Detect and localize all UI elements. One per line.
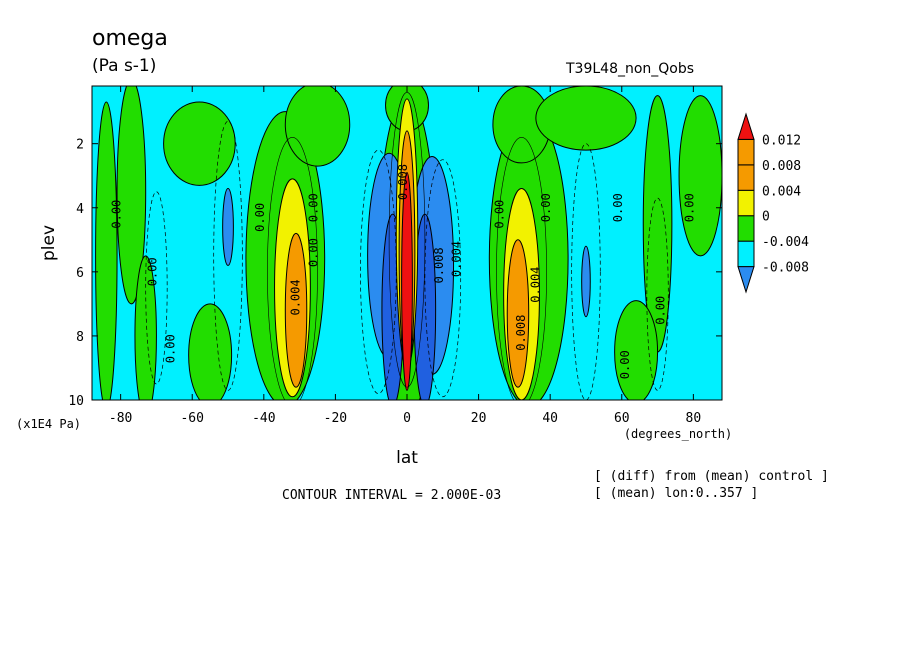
contour-label: 0.00 <box>145 257 159 286</box>
colorbar-segment <box>737 164 755 191</box>
contour-positive <box>388 92 426 388</box>
contour-label: 0.004 <box>289 279 303 315</box>
x-tick-label: -20 <box>324 411 347 426</box>
y-axis-label: plev <box>39 225 59 261</box>
band-orange <box>506 239 530 388</box>
band-green <box>116 86 147 305</box>
contour-label: 0.00 <box>654 296 668 325</box>
band-blue <box>222 188 234 266</box>
contour-positive <box>496 137 547 400</box>
contour-negative <box>571 143 601 400</box>
x-tick-label: -80 <box>109 411 132 426</box>
contour-negative <box>424 159 462 398</box>
contour-negative <box>213 120 243 391</box>
colorbar-segment <box>737 240 755 268</box>
contour-label: 0.00 <box>163 334 177 363</box>
band-red <box>401 172 413 391</box>
contour-label: 0.00 <box>611 193 625 222</box>
band-green <box>535 86 637 151</box>
contour-fill <box>92 86 722 400</box>
contour-negative <box>360 149 397 394</box>
y-tick-label: 8 <box>76 330 84 345</box>
chart-title: omega <box>92 26 168 51</box>
x-tick-label: 40 <box>542 411 558 426</box>
colorbar-label: 0.004 <box>762 184 801 199</box>
band-green <box>614 300 659 400</box>
colorbar-label: 0 <box>762 210 770 225</box>
contour-label: 0.008 <box>432 247 446 283</box>
contour-label: 0.008 <box>396 164 410 200</box>
band-green <box>678 95 722 257</box>
colorbar-segment <box>737 215 755 242</box>
colorbar: 0.012 0.008 0.004 0 -0.004 -0.008 <box>737 112 809 294</box>
contour-label: 0.00 <box>253 203 267 232</box>
x-tick-label: -60 <box>180 411 203 426</box>
contour-label: 0.00 <box>110 200 124 229</box>
x-tick-label: 60 <box>614 411 630 426</box>
contour-interval: CONTOUR INTERVAL = 2.000E-03 <box>282 488 502 503</box>
contour-label: 0.00 <box>618 350 632 379</box>
x-tick-label: -40 <box>252 411 275 426</box>
y-axis-unit: (x1E4 Pa) <box>16 417 81 431</box>
x-axis-label: lat <box>396 448 418 468</box>
y-tick-label: 10 <box>68 394 84 409</box>
x-tick-label: 0 <box>403 411 411 426</box>
contour-negative <box>646 197 669 391</box>
colorbar-label: 0.008 <box>762 159 801 174</box>
axes: -80 -60 -40 -20 0 20 40 60 80 2 4 6 8 10 lat (degrees_n… <box>16 86 732 468</box>
contour-label: 0.00 <box>682 193 696 222</box>
x-tick-label: 80 <box>686 411 702 426</box>
contour-lines <box>145 92 669 400</box>
band-green <box>188 303 233 400</box>
x-axis-unit: (degrees_north) <box>624 427 732 441</box>
run-name: T39L48_non_Qobs <box>566 61 695 77</box>
contour-label: 0.00 <box>307 238 321 267</box>
band-green <box>284 86 351 167</box>
band-green <box>134 255 157 400</box>
contour-label: 0.00 <box>539 193 553 222</box>
colorbar-segment <box>737 266 755 294</box>
contour-label: 0.008 <box>514 315 528 351</box>
contour-label: 0.00 <box>307 193 321 222</box>
contour-label: 0.004 <box>450 241 464 277</box>
band-green <box>95 101 118 400</box>
chart-units: (Pa s-1) <box>92 56 157 76</box>
colorbar-segment <box>737 138 755 166</box>
band-green <box>163 101 236 186</box>
note-diff: [ (diff) from (mean) control ] <box>594 469 829 484</box>
colorbar-segment <box>737 189 755 217</box>
y-tick-label: 4 <box>76 202 84 217</box>
colorbar-label: -0.004 <box>762 235 809 250</box>
band-blue <box>581 245 591 318</box>
contour-label: 0.004 <box>528 267 542 303</box>
y-tick-label: 2 <box>76 138 84 153</box>
colorbar-label: -0.008 <box>762 261 809 276</box>
band-orange <box>284 232 308 388</box>
contour-label: 0.00 <box>493 200 507 229</box>
y-tick-label: 6 <box>76 266 84 281</box>
colorbar-label: 0.012 <box>762 133 801 148</box>
contour-positive <box>267 137 318 400</box>
x-tick-label: 20 <box>471 411 487 426</box>
colorbar-segment <box>737 112 755 140</box>
note-mean: [ (mean) lon:0..357 ] <box>594 486 759 501</box>
